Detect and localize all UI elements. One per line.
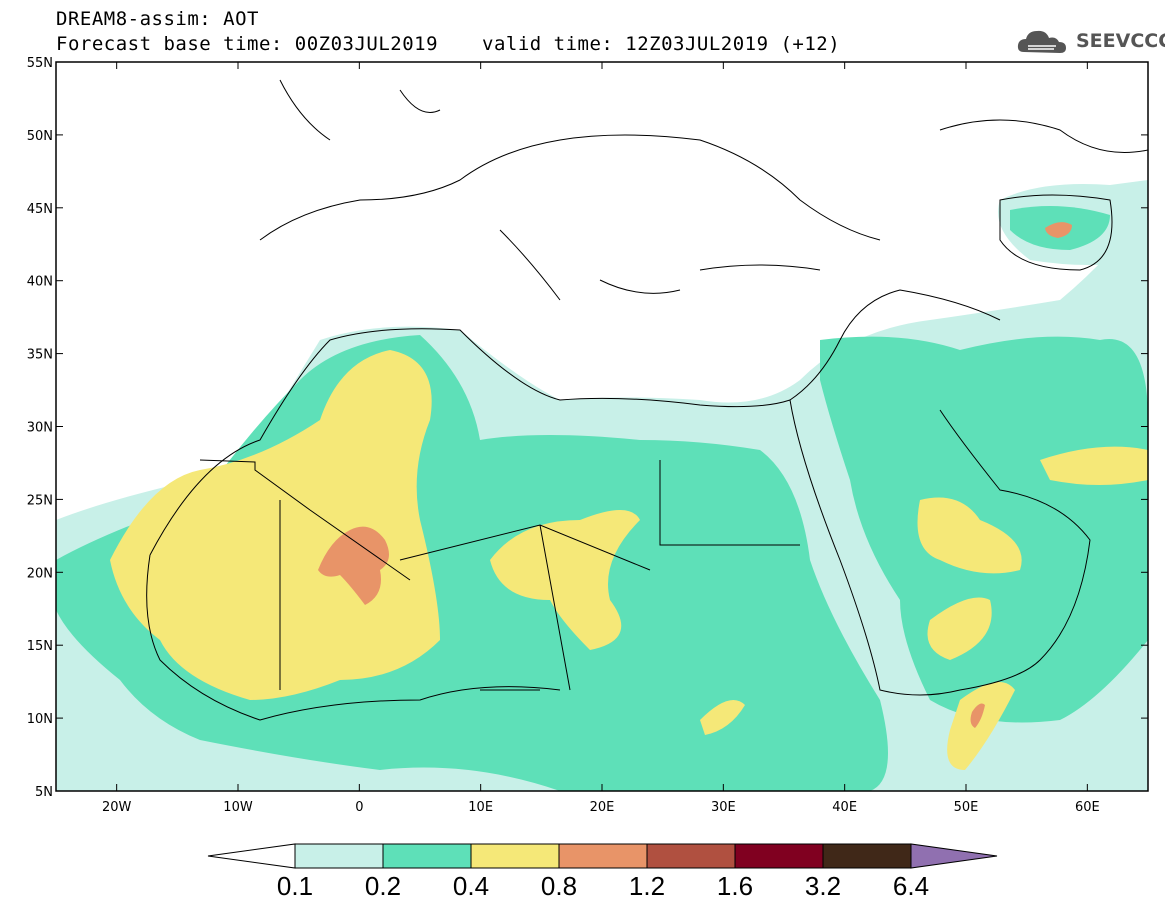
colorbar-label: 0.4 [453, 871, 489, 901]
lat-label: 40N [27, 275, 53, 290]
colorbar-label: 0.1 [277, 871, 313, 901]
lat-label: 30N [27, 421, 53, 436]
lat-label: 5N [35, 785, 53, 800]
forecast-base-time: Forecast base time: 00Z03JUL2019 [56, 33, 439, 55]
colorbar-bin [646, 843, 736, 869]
logo-text: SEEVCCC [1076, 30, 1165, 52]
aot-field [56, 180, 1148, 791]
colorbar-bin [734, 843, 824, 869]
colorbar-bin [822, 843, 912, 869]
colorbar-bin [558, 843, 648, 869]
lat-label: 20N [27, 566, 53, 581]
lon-label: 40E [832, 800, 857, 815]
lat-label: 10N [27, 712, 53, 727]
colorbar-bin [470, 843, 560, 869]
cloud-icon [1017, 30, 1066, 53]
lon-label: 50E [954, 800, 979, 815]
colorbar-bin [294, 843, 384, 869]
colorbar-label: 0.8 [541, 871, 577, 901]
lon-label: 10W [223, 800, 253, 815]
colorbar-label: 1.6 [717, 871, 753, 901]
lon-label: 20W [102, 800, 132, 815]
valid-time: valid time: 12Z03JUL2019 (+12) [482, 33, 841, 55]
lon-label: 0 [355, 800, 363, 815]
colorbar-over-arrow [910, 843, 998, 869]
colorbar-label: 0.2 [365, 871, 401, 901]
lon-label: 60E [1075, 800, 1100, 815]
lat-label: 55N [27, 56, 53, 71]
colorbar-label: 1.2 [629, 871, 665, 901]
lon-label: 10E [468, 800, 493, 815]
lat-label: 25N [27, 493, 53, 508]
colorbar-under-arrow [207, 843, 296, 869]
colorbar-label: 6.4 [893, 871, 929, 901]
lat-label: 50N [27, 129, 53, 144]
longitude-axis: 20W 10W 0 10E 20E 30E 40E 50E 60E [102, 62, 1100, 815]
colorbar: 0.1 0.2 0.4 0.8 1.2 1.6 3.2 6.4 [207, 843, 998, 901]
lat-label: 35N [27, 348, 53, 363]
lon-label: 30E [711, 800, 736, 815]
lat-label: 15N [27, 639, 53, 654]
coastlines [146, 79, 1148, 721]
lon-label: 20E [590, 800, 615, 815]
seevccc-logo: SEEVCCC [1016, 26, 1165, 56]
latitude-axis: 55N 50N 45N 40N 35N 30N 25N 20N 15N 10N 5N [27, 56, 1148, 800]
map-title: DREAM8-assim: AOT [56, 8, 259, 30]
lat-label: 45N [27, 202, 53, 217]
colorbar-bin [382, 843, 472, 869]
colorbar-label: 3.2 [805, 871, 841, 901]
